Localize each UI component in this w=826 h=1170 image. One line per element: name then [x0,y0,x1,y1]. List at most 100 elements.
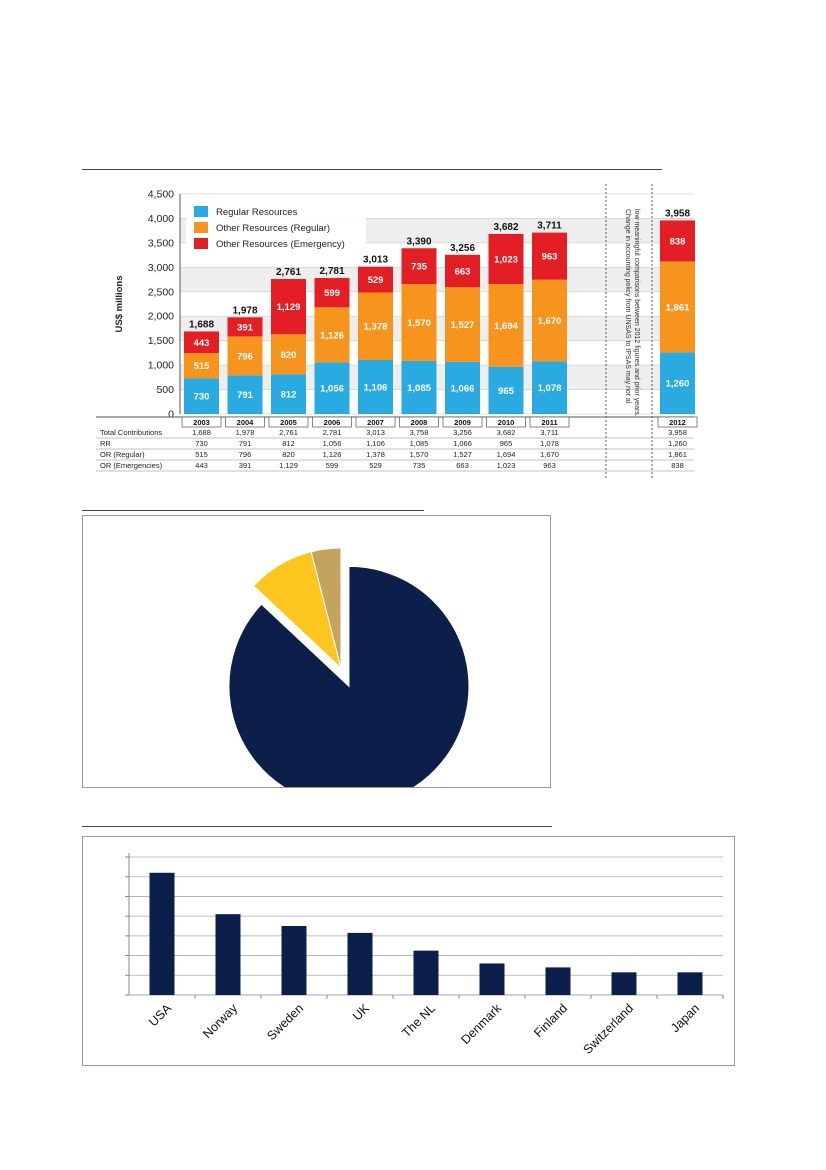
y-tick-label: 3,000 [148,262,174,274]
table-cell: 1,085 [410,439,429,448]
x-tick-label: The NL [399,1001,438,1040]
bar-segment [660,220,695,262]
bottom-rule [82,826,552,827]
table-cell: 1,670 [540,450,559,459]
stacked-bar-chart: 0 500 1,000 1,500 2,000 2,500 3,000 3,500 4,000 4… [96,184,706,478]
legend-label: Other Resources (Emergency) [216,239,345,250]
table-cell: 3,013 [366,428,385,437]
table-header-year: 2012 [669,418,686,427]
table-cell: 1,861 [668,450,687,459]
bar-data-label: 599 [324,288,340,299]
pie-chart-svg [228,547,470,807]
table-header-cell [225,416,265,428]
legend-swatch [194,206,208,217]
table-cell: 812 [282,439,295,448]
y-tick-label: 4,000 [148,213,174,225]
bar-data-label: 1,694 [494,321,518,332]
table-cell: 1,978 [236,428,255,437]
table-row-label: RR [100,439,111,448]
bar-segment [445,361,480,414]
y-tick-label: 1,500 [148,335,174,347]
x-tick-label: Norway [200,1001,240,1041]
x-tick-label: UK [350,1001,373,1024]
bar-segment [401,284,437,361]
bar-data-label: 735 [411,262,428,273]
stacked-bar-chart-svg: 0 500 1,000 1,500 2,000 2,500 3,000 3,500 4,000 4… [96,184,698,478]
bar-data-label: 1,670 [538,316,562,327]
bar-segment [271,334,306,375]
table-cell: 599 [326,461,339,470]
gridline-band [180,267,694,292]
table-header-year: 2003 [193,418,210,427]
bar-segment [532,279,567,362]
bar-data-label: 812 [281,390,297,401]
donor-bar [611,972,637,995]
table-header-cell [657,416,698,428]
table-cell: 391 [239,461,252,470]
bar-total-label: 3,958 [665,208,690,219]
bar-segment [358,359,393,414]
table-row-label: OR (Emergencies) [100,461,163,470]
bar-data-label: 965 [498,386,515,397]
donor-bar-chart-svg: USA Norway Sweden UK The NL Denmark Finland Swi… [125,853,724,1057]
bar-data-label: 663 [455,267,471,278]
y-tick-label: 2,000 [148,311,174,323]
bar-total-label: 2,761 [276,267,301,278]
legend-swatch [194,222,208,233]
table-header-cell [442,416,483,428]
table-cell: 965 [500,439,513,448]
table-header-year: 2008 [411,418,428,427]
bar-segment [532,361,567,414]
donor-bar [413,950,439,995]
bar-segment [488,366,524,414]
bar-segment [271,374,306,414]
table-cell: 1,694 [497,450,516,459]
bar-segment [660,352,695,414]
table-cell: 1,378 [366,450,385,459]
bar-segment [227,336,263,376]
table-cell: 730 [195,439,208,448]
table-header-year: 2010 [498,418,515,427]
table-header-year: 2006 [324,418,341,427]
bar-total-label: 1,688 [189,319,214,330]
bar-segment [314,307,350,363]
bar-data-label: 1,570 [407,318,431,329]
bar-segment [184,331,219,354]
bar-segment [488,233,524,285]
bar-total-label: 3,390 [406,236,431,247]
y-tick-label: 0 [168,409,174,421]
bar-data-label: 529 [368,275,384,286]
donor-bar [545,967,571,995]
pie-slice [228,565,470,807]
table-cell: 796 [239,450,252,459]
table-cell: 963 [543,461,556,470]
table-cell: 2,781 [323,428,342,437]
x-tick-label: Denmark [458,1001,504,1047]
bar-segment [532,232,567,280]
bar-data-label: 1,085 [407,383,431,394]
x-tick-label: Japan [668,1001,702,1035]
table-cell: 515 [195,450,208,459]
table-cell: 1,126 [323,450,342,459]
bar-total-label: 3,256 [450,243,475,254]
table-cell: 3,682 [497,428,516,437]
table-cell: 3,758 [410,428,429,437]
legend-box [186,200,366,256]
middle-rule [82,510,424,511]
donor-bar [677,972,703,995]
bar-segment [401,360,437,414]
bar-total-label: 3,013 [363,255,388,266]
side-note-line-2: low meaningful comparisons between 2012 … [633,209,640,417]
bar-data-label: 791 [237,390,254,401]
bar-segment [184,378,219,414]
table-cell: 1,056 [323,439,342,448]
bar-segment [314,278,350,308]
bar-data-label: 443 [194,338,210,349]
bar-segment [227,375,263,414]
bar-segment [358,292,393,360]
bar-data-label: 1,066 [451,383,475,394]
bar-data-label: 1,378 [364,322,388,333]
bar-segment [314,362,350,414]
table-cell: 1,066 [453,439,472,448]
bar-segment [401,248,437,285]
